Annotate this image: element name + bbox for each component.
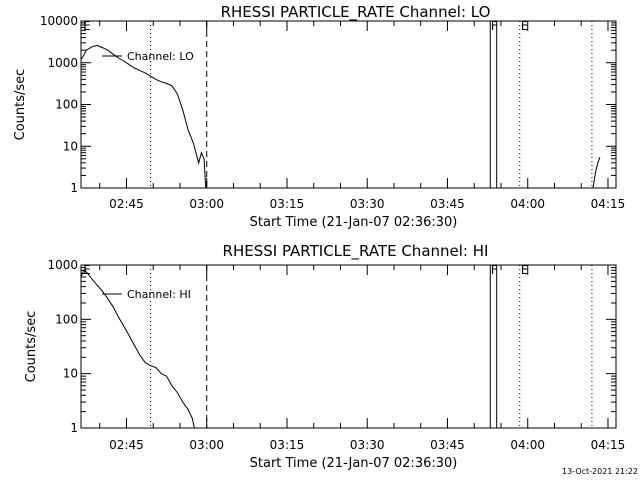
legend-label: Channel: LO [127, 50, 194, 63]
y-tick-label: 10 [63, 139, 78, 153]
x-tick-label: 03:00 [189, 197, 224, 211]
series-line [80, 44, 207, 189]
footer-timestamp: 13-Oct-2021 21:22 [562, 467, 638, 476]
x-tick-label: 03:30 [350, 197, 385, 211]
series-line [80, 269, 195, 429]
y-tick-label: 10 [63, 367, 78, 381]
y-tick-label: 1000 [47, 258, 78, 272]
legend-label: Channel: HI [127, 288, 191, 301]
event-marker-label: E [83, 19, 91, 33]
event-marker-label: E [521, 263, 529, 277]
event-marker-label: E [521, 19, 529, 33]
chart-title: RHESSI PARTICLE_RATE Channel: HI [223, 242, 489, 261]
chart-title: RHESSI PARTICLE_RATE Channel: LO [221, 3, 491, 22]
series-line [592, 156, 601, 189]
y-axis-label: Counts/sec [13, 69, 28, 141]
x-tick-label: 04:15 [591, 438, 626, 452]
x-tick-label: 03:30 [350, 438, 385, 452]
x-axis-label: Start Time (21-Jan-07 02:36:30) [250, 215, 458, 230]
panel-hi-channel: RHESSI PARTICLE_RATE Channel: HI Start Ti… [24, 242, 625, 471]
event-marker-label: F [491, 263, 498, 277]
event-marker-label: E [83, 263, 91, 277]
x-axis-label: Start Time (21-Jan-07 02:36:30) [250, 456, 458, 471]
y-tick-label: 10000 [40, 14, 78, 28]
y-tick-label: 1000 [47, 56, 78, 70]
y-tick-label: 100 [55, 98, 78, 112]
y-axis-label: Counts/sec [24, 311, 39, 383]
x-tick-label: 03:45 [430, 197, 465, 211]
event-marker-label: F [491, 19, 498, 33]
plot-frame [80, 20, 617, 189]
x-tick-label: 02:45 [109, 197, 144, 211]
x-tick-label: 03:00 [189, 438, 224, 452]
panel-lo-channel: RHESSI PARTICLE_RATE Channel: LO Start Ti… [13, 3, 625, 230]
y-tick-label: 1 [70, 181, 78, 195]
x-tick-label: 04:15 [591, 197, 626, 211]
plot-frame [80, 264, 617, 429]
x-tick-label: 02:45 [109, 438, 144, 452]
x-tick-label: 04:00 [510, 438, 545, 452]
x-tick-label: 03:15 [270, 197, 305, 211]
y-tick-label: 1 [70, 421, 78, 435]
y-tick-label: 100 [55, 312, 78, 326]
x-tick-label: 04:00 [510, 197, 545, 211]
x-tick-label: 03:15 [270, 438, 305, 452]
x-tick-label: 03:45 [430, 438, 465, 452]
